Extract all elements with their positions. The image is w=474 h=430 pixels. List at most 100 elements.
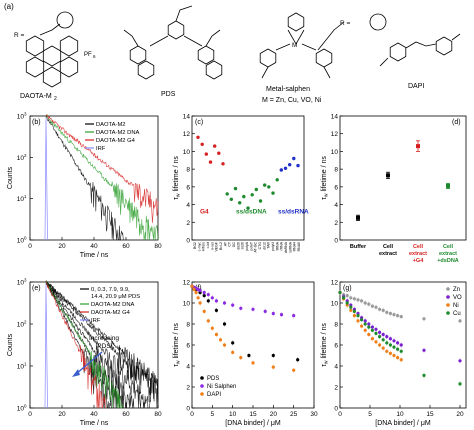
point-Cu-6 [360, 318, 364, 322]
point-VO-19 [458, 359, 462, 363]
ytick-label: 2 [334, 385, 338, 392]
point-Zn-7 [363, 301, 367, 305]
pds-structure: PDS [123, 5, 223, 98]
ytick-label: 14 [331, 114, 339, 121]
point-DAPI-0 [190, 284, 194, 288]
salphen-structure: M R = Metal-salphen M = Zn, Cu, VO, Ni [259, 12, 387, 104]
point-Ni Salphen-5 [202, 290, 206, 295]
ytick-label: 10 [17, 280, 25, 287]
point-DAPI-10 [222, 343, 227, 347]
point-VO-13 [385, 335, 389, 339]
panel-c: (c) 0 2 4 6 8 10 12 14 τw lifetime / ns G4 ss/dsDNA… [173, 114, 309, 254]
ytick-exponent: 1 [24, 194, 27, 199]
point-VO-7 [363, 319, 367, 323]
point-VO-8 [367, 322, 371, 326]
dapi-ring-left [389, 42, 407, 62]
point-ss/dsDNA-6 [250, 193, 254, 197]
x-axis-label: Time / ns [80, 420, 109, 427]
point-Ni Salphen-12 [251, 307, 255, 311]
x-category-4: k-ras [210, 242, 214, 250]
ytick-label: 4 [334, 364, 338, 371]
legend-entry-2: DAPI [207, 392, 221, 398]
point-Zn-8 [367, 302, 371, 306]
point-DAPI-11 [231, 350, 235, 354]
panel-label-b: (b) [32, 119, 41, 126]
point-DAPI-13 [251, 361, 255, 365]
daota-name: DAOTA-M [20, 93, 52, 100]
x-category-16: ds12 [262, 242, 266, 250]
daota-ring-bottom [42, 66, 62, 88]
point-DAPI-9 [218, 338, 223, 342]
point-Zn-5 [356, 298, 360, 302]
y-axis-label-tau: τ [321, 364, 328, 367]
ytick-label: 10 [17, 406, 25, 413]
point-Zn-15 [392, 313, 396, 317]
point-G4-3 [208, 160, 213, 164]
ytick-label: 10 [17, 322, 25, 329]
point-Cu-16 [396, 347, 400, 351]
point-G4-0 [196, 135, 200, 139]
salphen-ring-left [259, 48, 277, 68]
xtick-label: 20 [456, 411, 464, 418]
annotation-arrowhead [72, 369, 80, 377]
point-Ni Salphen-4 [198, 288, 202, 292]
point-Cu-3 [349, 305, 353, 309]
ytick-label: 6 [334, 343, 338, 350]
point-DAPI-3 [196, 296, 200, 300]
point-Ni-3 [349, 308, 353, 312]
point-Ni Salphen-6 [206, 293, 210, 297]
legend-entry-1: DAOTA-M2 DNA [96, 130, 140, 136]
ytick-exponent: 0 [24, 404, 27, 409]
xtick-label: 30 [310, 411, 318, 418]
point-Ni-4 [352, 314, 356, 318]
x-category-10: ds26 [236, 242, 240, 250]
point-Zn-4 [352, 297, 356, 301]
ytick-label: 12 [183, 280, 191, 287]
plot-frame [339, 115, 467, 241]
ytick-label: 10 [17, 114, 25, 121]
series-daota-m2-g4 [45, 114, 159, 223]
x-category-2-2: +G4 [413, 258, 424, 264]
point-Ni-10 [374, 340, 378, 344]
panel-label-c: (c) [195, 119, 203, 126]
ytick-exponent: 2 [24, 320, 27, 325]
point-Ni Salphen-14 [271, 311, 275, 316]
point-2 [416, 144, 420, 149]
point-Cu-7 [363, 322, 367, 326]
chemical-structures: (a) R = DAOTA-M 2 PF 6 PDS M R = Metal-salphen M =… [4, 2, 461, 104]
legend-marker-1 [200, 384, 204, 388]
y-axis-label-tau: τ [173, 197, 180, 200]
point-DAPI-15 [292, 368, 296, 372]
ytick-label: 8 [186, 322, 190, 329]
point-Ni-13 [385, 349, 389, 353]
xtick-label: 0 [28, 411, 32, 418]
xtick-label: 20 [58, 243, 66, 250]
point-Cu-1 [342, 296, 346, 300]
point-1 [386, 173, 390, 178]
y-axis-label-sub: w [324, 360, 330, 364]
series-pds-2 [45, 280, 151, 409]
point-Ni Salphen-9 [222, 301, 227, 305]
series-pds-3 [45, 280, 135, 409]
x-category-7: AT [223, 241, 227, 246]
xtick-label: 80 [154, 411, 162, 418]
ytick-exponent: 3 [24, 278, 27, 283]
point-PDS-7 [231, 341, 235, 345]
salphen-r-label: R = [340, 20, 351, 27]
x-category-2: HTelo [202, 242, 206, 251]
panel-label-g: (g) [343, 285, 352, 292]
point-Zn-9 [370, 304, 374, 308]
point-Cu-0 [338, 290, 342, 295]
point-Cu-8 [367, 325, 371, 329]
dapi-bonds [379, 33, 461, 67]
x-category-3-2: +dsDNA [437, 258, 459, 264]
point-Zn-12 [381, 308, 385, 312]
point-Cu-11 [378, 335, 382, 339]
pds-ring-right-b [205, 60, 223, 80]
xtick-label: 0 [338, 411, 342, 418]
point-Ni-5 [356, 319, 360, 323]
point-Cu-13 [385, 341, 389, 345]
y-axis-label-tau: τ [173, 364, 180, 367]
